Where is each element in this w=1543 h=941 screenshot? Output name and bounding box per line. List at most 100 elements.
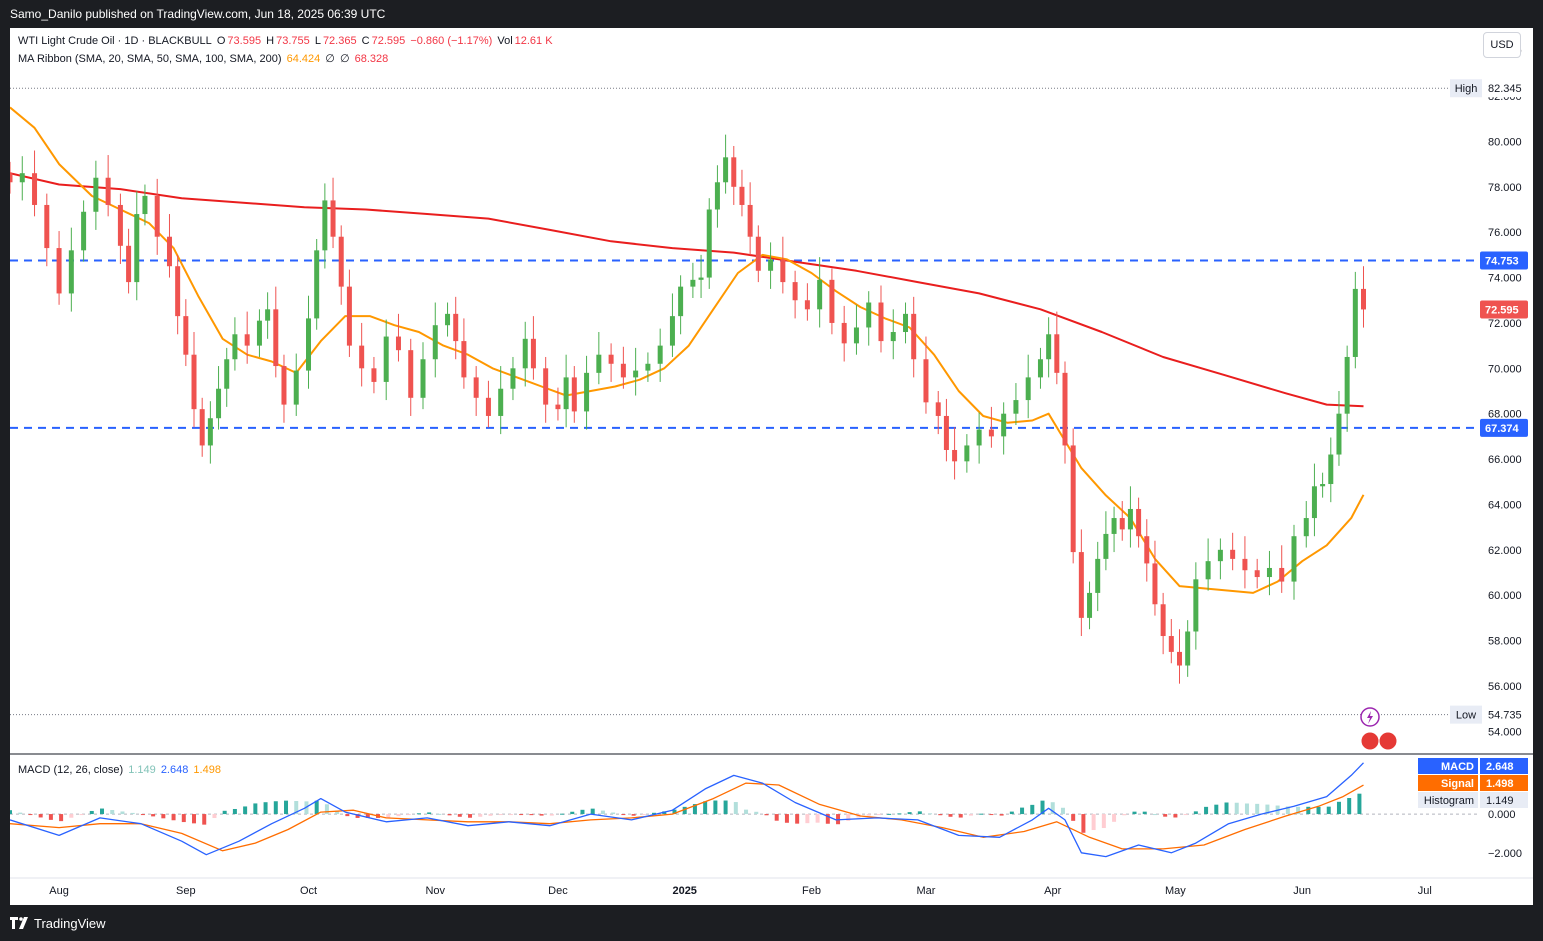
candle-body (1111, 518, 1117, 534)
candle-body (1266, 567, 1272, 578)
candle-body (420, 359, 426, 398)
candle-body (678, 286, 684, 317)
macd-histogram-bar (1009, 811, 1014, 815)
candle-body (1037, 359, 1043, 378)
candle-body (1062, 372, 1068, 446)
macd-histogram-bar (202, 814, 207, 825)
candle-body (314, 250, 320, 319)
macd-histogram-bar (171, 814, 176, 821)
macd-histogram-bar (1122, 814, 1127, 816)
macd-badge-value-box (1480, 775, 1528, 791)
candle-body (453, 313, 459, 342)
candle-body (1070, 445, 1076, 553)
macd-histogram-bar (1306, 806, 1311, 815)
chart-frame[interactable]: 84.00082.00080.00078.00076.00074.00072.0… (10, 28, 1533, 905)
candle-body (792, 282, 798, 301)
candle-body (1054, 334, 1060, 373)
macd-histogram-bar (887, 813, 892, 815)
macd-histogram-bar (948, 814, 953, 817)
low-label-box (1450, 705, 1482, 724)
macd-histogram-bar (161, 814, 166, 819)
price-tick-label: 74.000 (1488, 273, 1522, 285)
macd-histogram-bar (774, 814, 779, 821)
candle-body (175, 266, 181, 317)
candle-body (1303, 518, 1309, 537)
candle-body (1328, 454, 1334, 485)
candle-body (498, 388, 504, 416)
macd-histogram-bar (488, 814, 493, 816)
high-label-box (1450, 79, 1482, 98)
macd-histogram-bar (416, 813, 421, 815)
candle-body (1311, 486, 1317, 519)
candle-body (395, 336, 401, 351)
price-tick-label: 72.000 (1488, 318, 1522, 330)
macd-histogram-bar (1101, 814, 1106, 829)
macd-badge-label: Histogram (1424, 795, 1474, 807)
macd-signal-value: 1.498 (193, 764, 221, 776)
candle-body (322, 200, 328, 251)
macd-histogram-bar (938, 814, 943, 816)
candle-body (1001, 413, 1007, 437)
macd-histogram-bar (48, 814, 53, 820)
candle-body (32, 173, 38, 205)
macd-histogram-bar (120, 811, 125, 815)
close-value: 72.595 (371, 35, 406, 47)
candle-body (306, 318, 312, 371)
time-tick-label: Sep (176, 885, 196, 897)
last-price-text: 72.595 (1485, 304, 1519, 316)
candle-body (432, 325, 438, 360)
sma-200-line (10, 172, 1364, 408)
currency-button[interactable]: USD (1483, 32, 1521, 58)
tradingview-logo-icon (10, 917, 28, 929)
macd-histogram-bar (1244, 803, 1249, 815)
candle-body (563, 377, 569, 410)
candle-body (608, 354, 614, 364)
price-tick-label: 66.000 (1488, 454, 1522, 466)
macd-histogram-bar (468, 814, 473, 818)
price-tick-label: 76.000 (1488, 227, 1522, 239)
macd-histogram-bar (703, 801, 708, 815)
macd-histogram-bar (232, 808, 237, 815)
macd-histogram-bar (539, 814, 544, 816)
macd-histogram-bar (100, 808, 105, 815)
chart-canvas[interactable]: 84.00082.00080.00078.00076.00074.00072.0… (10, 28, 1533, 905)
price-tick-label: 70.000 (1488, 363, 1522, 375)
candle-body (117, 204, 123, 246)
macd-histogram-bar (263, 802, 268, 815)
candle-body (273, 309, 279, 367)
high-label: H (266, 35, 275, 47)
candle-body (890, 332, 896, 342)
macd-histogram-bar (672, 809, 677, 815)
macd-histogram-bar (1357, 793, 1362, 815)
candle-body (207, 418, 213, 446)
macd-histogram-bar (1112, 814, 1117, 822)
candle-body (93, 177, 99, 212)
macd-histogram-bar (1040, 800, 1045, 815)
candle-body (633, 370, 639, 378)
macd-histogram-bar (314, 800, 319, 815)
macd-histogram-bar (713, 800, 718, 815)
candle-body (714, 182, 720, 210)
macd-histogram-bar (427, 812, 432, 815)
macd-histogram-bar (846, 814, 851, 821)
sma-20-line (10, 106, 1365, 594)
candle-body (571, 377, 577, 412)
macd-badge-label-box (1418, 792, 1478, 808)
candle-body (1230, 549, 1236, 559)
macd-histogram-bar (140, 814, 145, 816)
level-badge (1480, 418, 1528, 437)
candle-body (1176, 651, 1182, 666)
candle-body (44, 204, 50, 249)
candle-body (1168, 636, 1174, 652)
candle-body (645, 363, 651, 371)
volume-label: Vol (497, 35, 513, 47)
ma-hidden-marker: ∅ (325, 53, 335, 65)
candle-body (1136, 508, 1142, 537)
time-tick-label: Aug (49, 885, 69, 897)
macd-histogram-bar (682, 806, 687, 815)
candle-body (81, 211, 87, 251)
candle-body (244, 334, 250, 346)
candle-body (371, 368, 377, 382)
candle-body (183, 316, 189, 355)
macd-histogram-bar (284, 800, 289, 815)
